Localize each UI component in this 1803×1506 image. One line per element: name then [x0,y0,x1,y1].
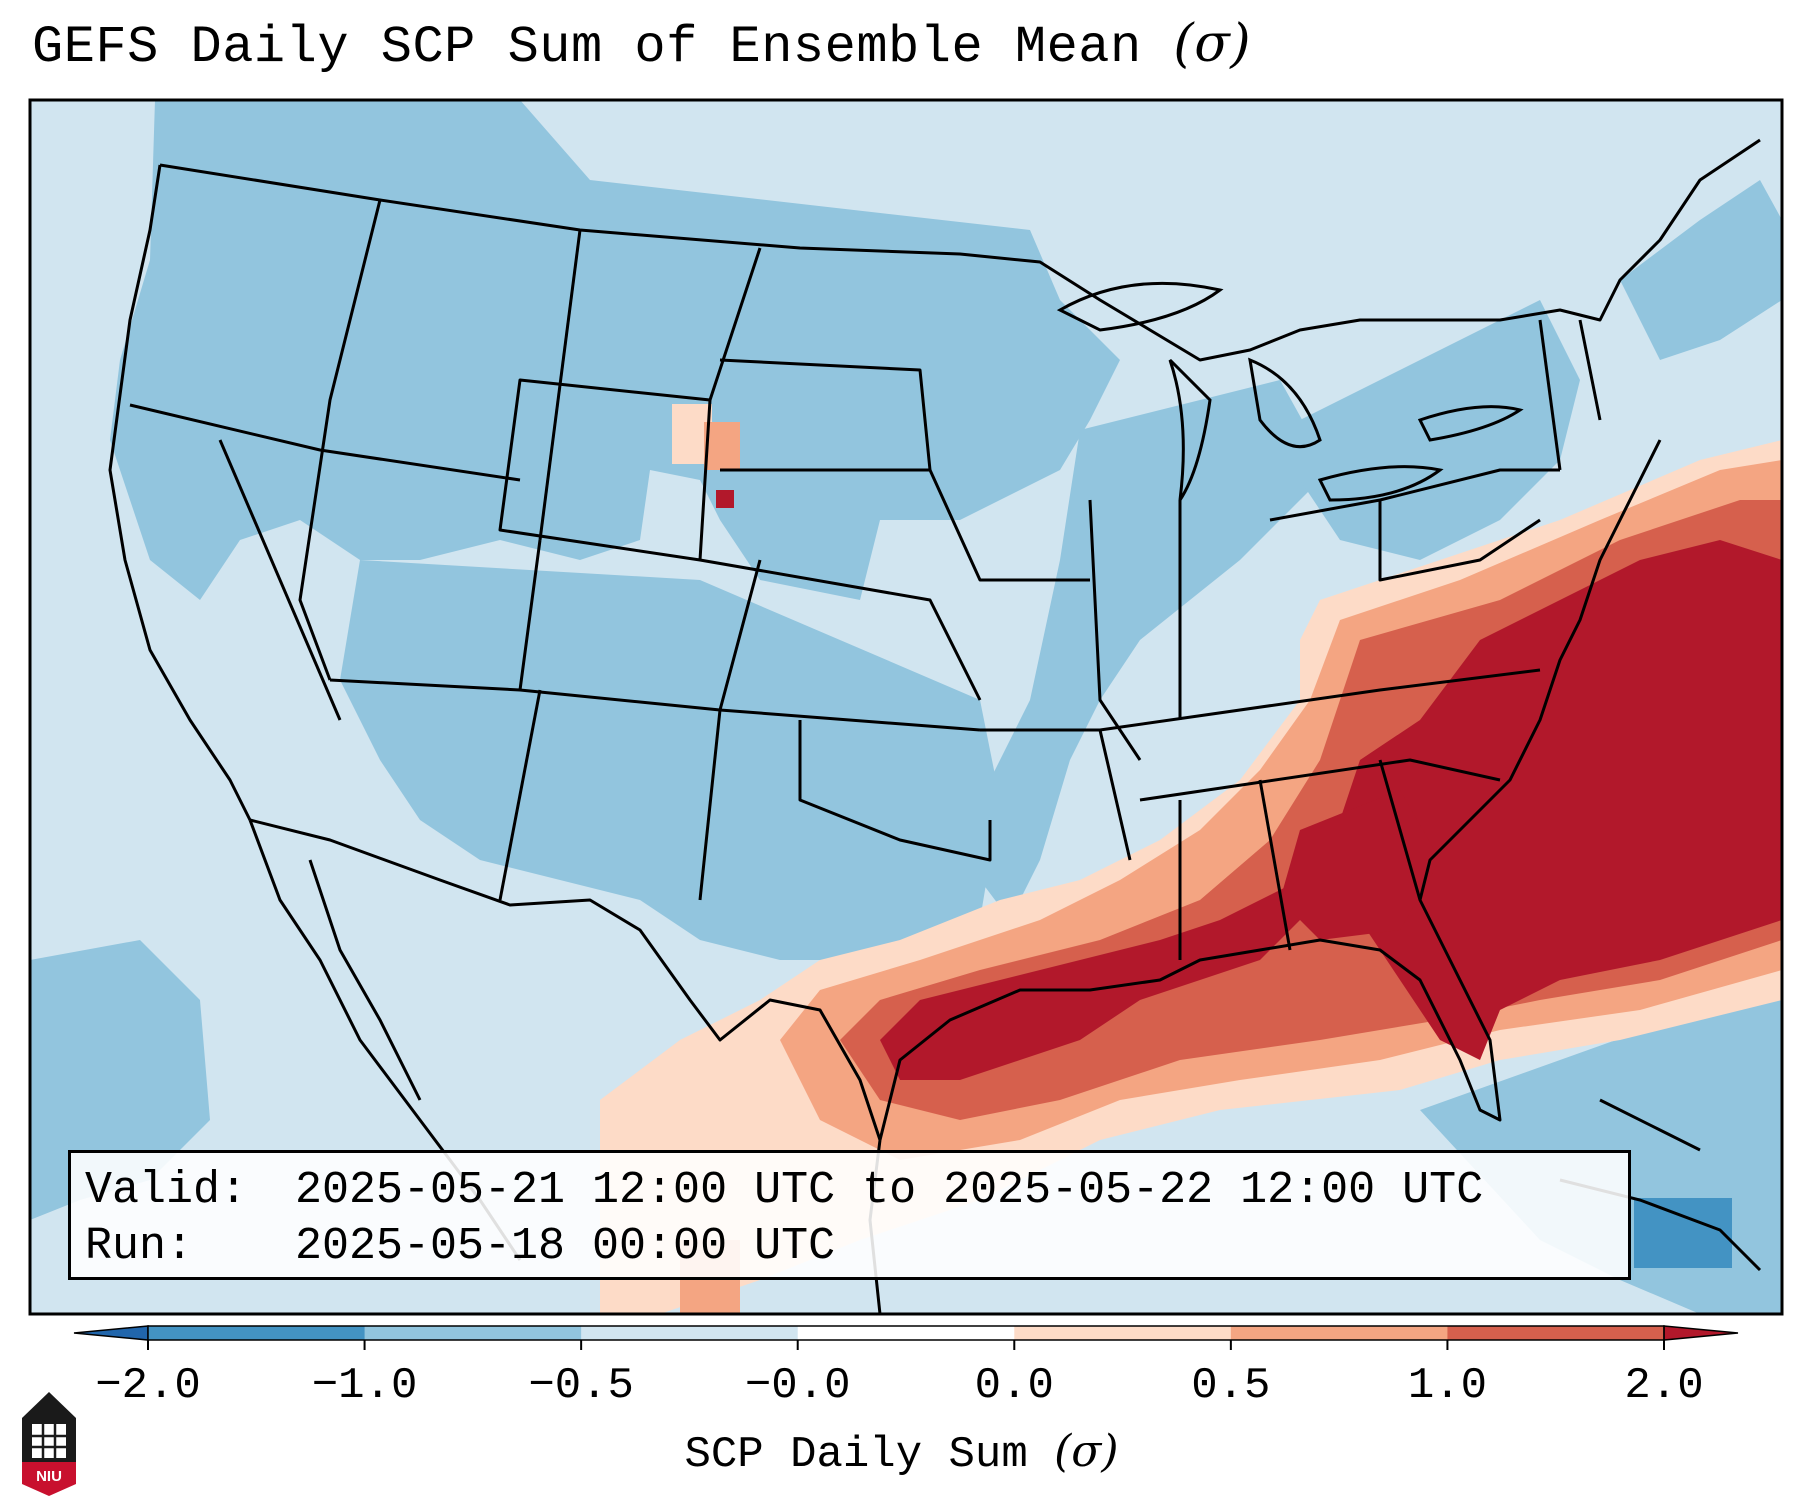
colorbar-tick-label: 0.0 [974,1361,1054,1411]
colorbar-tick-label: 0.5 [1191,1361,1271,1411]
colorbar-extend-low [73,1325,149,1341]
great-lakes [1056,281,1524,502]
valid-label: Valid: [85,1165,248,1216]
colorbar-segment [148,1326,366,1340]
map-title-text: GEFS Daily SCP Sum of Ensemble Mean [32,18,1142,77]
colorbar-tick-label: −1.0 [311,1361,418,1411]
colorbar-segment [797,1326,1015,1340]
niu-logo-text: NIU [36,1468,62,1485]
run-value: 2025-05-18 00:00 UTC [295,1221,836,1272]
colorbar-segment [364,1326,582,1340]
map-frame [28,98,1784,1316]
colorbar-tick-label: −0.0 [744,1361,851,1411]
colorbar-label-text: SCP Daily Sum [684,1430,1028,1480]
colorbar-tick-label: 1.0 [1407,1361,1488,1411]
state-boundaries [108,138,1761,1141]
map-title: GEFS Daily SCP Sum of Ensemble Mean (σ) [32,18,1251,74]
colorbar-extend-high [1663,1325,1739,1341]
run-label: Run: [85,1221,194,1272]
colorbar-segment [581,1326,799,1340]
colorbar-tick-label: −2.0 [95,1361,201,1411]
colorbar-label-unit: (σ) [1054,1426,1119,1477]
valid-run-info-box: Valid: 2025-05-21 12:00 UTC to 2025-05-22… [68,1150,1631,1280]
colorbar-segment [1014,1326,1232,1340]
map-title-unit: (σ) [1173,14,1251,74]
field-strong-negative-regions [1634,1198,1732,1268]
colorbar-label: SCP Daily Sum (σ) [0,1430,1803,1480]
colorbar-segment [1447,1326,1665,1340]
colorbar [73,1325,1739,1350]
university-tower-icon [22,1392,76,1496]
colorbar-tick-label: 2.0 [1624,1361,1704,1411]
map-field [30,100,1782,1314]
colorbar-segment [1230,1326,1448,1340]
valid-value: 2025-05-21 12:00 UTC to 2025-05-22 12:00… [295,1165,1484,1216]
colorbar-tick-label: −0.5 [528,1361,634,1411]
